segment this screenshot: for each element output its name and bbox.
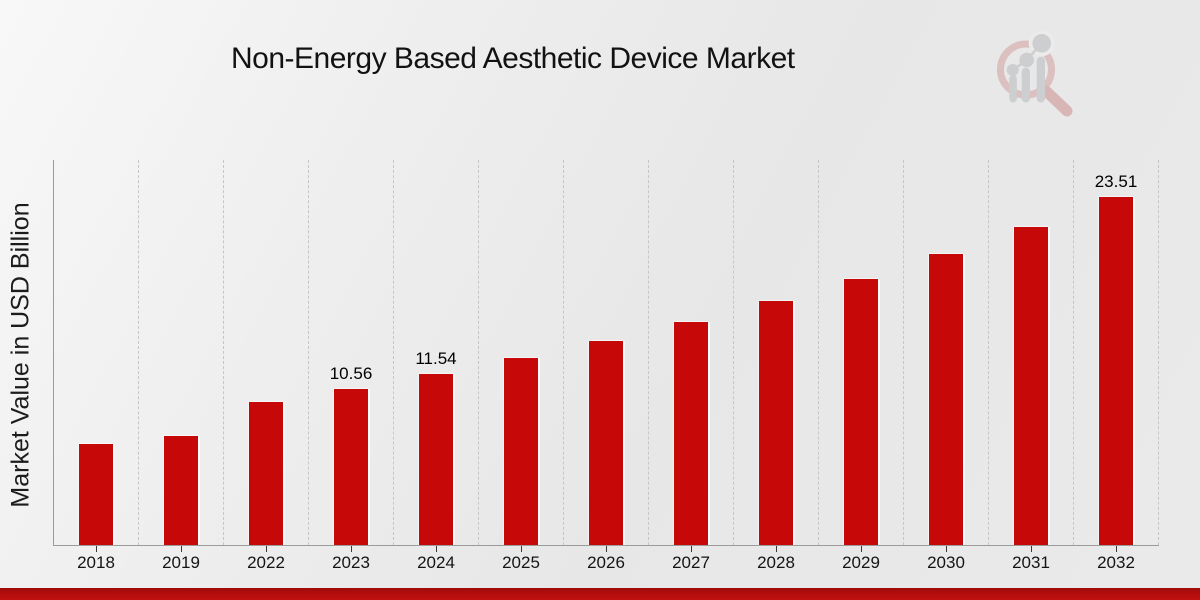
bar-2019 [164,436,198,545]
x-axis-label-2018: 2018 [77,553,115,572]
magnifier-bar-chart-logo-icon [997,30,1073,117]
bar-column-2027: 2027 [649,160,734,572]
data-label-2023: 10.56 [329,364,373,383]
bar-column-2032: 23.51 2032 [1074,160,1159,572]
x-axis-tick [1031,546,1032,552]
bar-2025 [504,358,538,545]
x-axis-label-2028: 2028 [757,553,795,572]
bar-2023 [334,389,368,545]
data-label-2032: 23.51 [1094,172,1138,191]
x-axis-tick [96,546,97,552]
x-axis-tick [1116,546,1117,552]
x-axis-tick [521,546,522,552]
x-axis-label-2030: 2030 [927,553,965,572]
bar-column-2022: 2022 [224,160,309,572]
x-axis-tick [351,546,352,552]
y-axis-title: Market Value in USD Billion [6,202,35,508]
x-axis-tick [861,546,862,552]
x-axis-label-2032: 2032 [1097,553,1135,572]
bar-2032 [1099,197,1133,545]
bar-2027 [674,322,708,545]
data-label-2024: 11.54 [415,349,457,368]
bar-2028 [759,301,793,545]
bar-2031 [1014,227,1048,545]
x-axis-tick [776,546,777,552]
plot-area: 2018 2019 2022 10.56 2023 11.54 2024 2025 2026 20… [53,160,1159,572]
bar-column-2026: 2026 [564,160,649,572]
bar-column-2031: 2031 [989,160,1074,572]
x-axis-tick [691,546,692,552]
chart-title: Non-Energy Based Aesthetic Device Market [231,42,795,75]
bar-column-2023: 10.56 2023 [309,160,394,572]
x-axis-tick [266,546,267,552]
bar-2022 [249,402,283,545]
bar-2030 [929,254,963,545]
x-axis-label-2025: 2025 [502,553,540,572]
x-axis-label-2029: 2029 [842,553,880,572]
x-axis-label-2024: 2024 [417,553,455,572]
bar-column-2029: 2029 [819,160,904,572]
x-axis-tick [181,546,182,552]
bar-column-2018: 2018 [54,160,139,572]
x-axis-label-2027: 2027 [672,553,710,572]
bar-column-2030: 2030 [904,160,989,572]
bar-2029 [844,279,878,545]
bar-2018 [79,444,113,545]
bar-2026 [589,341,623,545]
x-axis-label-2019: 2019 [162,553,200,572]
x-axis-tick [606,546,607,552]
bar-column-2028: 2028 [734,160,819,572]
footer-accent-bar [0,588,1200,600]
x-axis-label-2031: 2031 [1012,553,1050,572]
x-axis-tick [436,546,437,552]
bar-column-2025: 2025 [479,160,564,572]
bar-2024 [419,374,453,545]
x-axis-tick [946,546,947,552]
x-axis-label-2026: 2026 [587,553,625,572]
x-axis-label-2022: 2022 [247,553,285,572]
bar-column-2024: 11.54 2024 [394,160,479,572]
bar-column-2019: 2019 [139,160,224,572]
x-axis-label-2023: 2023 [332,553,370,572]
